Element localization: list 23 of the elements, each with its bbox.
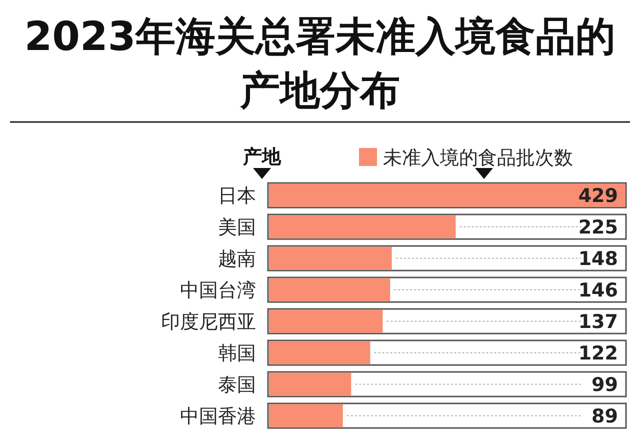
bar bbox=[269, 404, 343, 428]
bar bbox=[269, 341, 370, 364]
y-tick-label: 中国香港 bbox=[180, 406, 256, 428]
y-tick-label: 印度尼西亚 bbox=[161, 311, 256, 334]
data-label: 225 bbox=[578, 216, 618, 239]
y-tick-label: 日本 bbox=[218, 185, 256, 208]
y-tick-label: 韩国 bbox=[218, 342, 256, 365]
y-tick-label: 美国 bbox=[218, 216, 256, 239]
data-label: 137 bbox=[578, 311, 618, 334]
data-label: 99 bbox=[592, 374, 618, 396]
bar bbox=[269, 372, 352, 396]
y-tick-label: 泰国 bbox=[218, 374, 256, 396]
bar bbox=[269, 310, 383, 333]
data-label: 429 bbox=[578, 185, 618, 208]
data-label: 148 bbox=[578, 248, 618, 270]
y-tick-label: 越南 bbox=[218, 248, 256, 270]
y-tick-label: 中国台湾 bbox=[180, 280, 256, 302]
y-axis-title: 产地 bbox=[242, 146, 282, 168]
chart-title: 2023年海关总署未准入境食品的产地分布 bbox=[24, 14, 616, 114]
data-label: 89 bbox=[592, 406, 618, 428]
data-label: 146 bbox=[578, 280, 618, 302]
legend-label: 未准入境的食品批次数 bbox=[383, 147, 573, 169]
data-label: 122 bbox=[578, 342, 618, 365]
